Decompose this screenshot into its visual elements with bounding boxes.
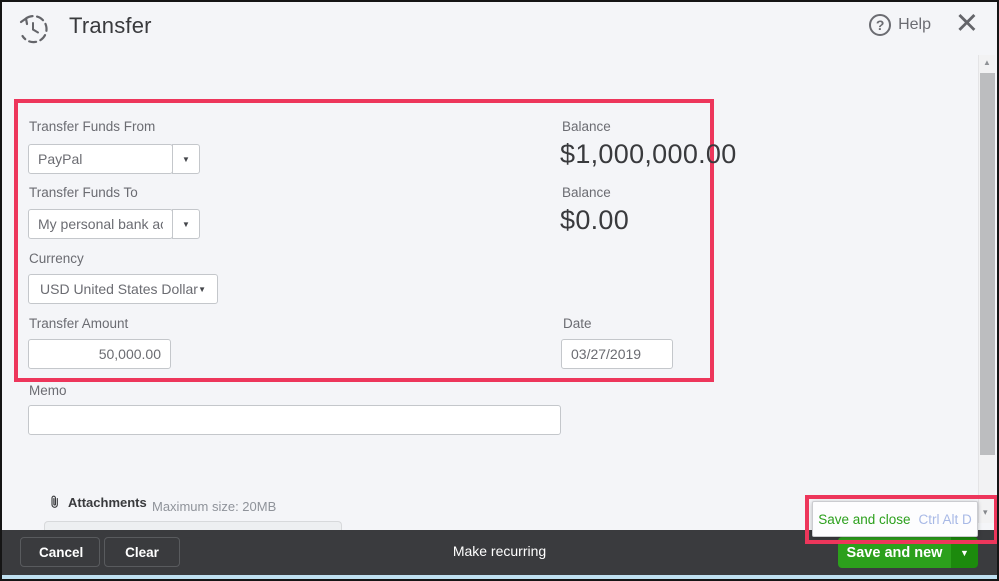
from-balance-amount: $1,000,000.00: [560, 139, 737, 169]
transfer-funds-to-label: Transfer Funds To: [29, 185, 138, 200]
transfer-funds-from-dropdown-button[interactable]: ▼: [172, 144, 200, 174]
transfer-amount-input[interactable]: [28, 339, 171, 369]
transfer-funds-to-dropdown-button[interactable]: ▼: [172, 209, 200, 239]
scrollbar-up-arrow-icon[interactable]: ▲: [983, 58, 991, 67]
make-recurring-button[interactable]: Make recurring: [452, 543, 547, 559]
save-and-new-button[interactable]: Save and new: [838, 537, 951, 568]
currency-label: Currency: [29, 251, 84, 266]
clear-button[interactable]: Clear: [104, 537, 180, 567]
scrollbar-thumb[interactable]: [980, 73, 995, 455]
memo-input[interactable]: [28, 405, 561, 435]
memo-label: Memo: [29, 383, 67, 398]
to-balance-amount: $0.00: [560, 205, 630, 235]
currency-value: USD United States Dollar: [40, 281, 198, 297]
vertical-scrollbar[interactable]: ▲: [978, 55, 995, 523]
transfer-funds-from-label: Transfer Funds From: [29, 119, 156, 134]
to-balance-label: Balance: [562, 185, 611, 200]
help-icon: ?: [869, 14, 892, 36]
attachments-max-size-hint: Maximum size: 20MB: [152, 499, 277, 514]
footer-bar: Cancel Clear Make recurring Save and new…: [2, 530, 997, 575]
help-button[interactable]: ? Help: [869, 14, 931, 36]
transfer-funds-from-input[interactable]: [28, 144, 173, 174]
date-input[interactable]: [561, 339, 673, 369]
from-balance-label: Balance: [562, 119, 611, 134]
save-and-close-menu-item[interactable]: Save and close Ctrl Alt D: [812, 501, 978, 537]
cancel-button[interactable]: Cancel: [20, 537, 100, 567]
window-bottom-edge: [2, 575, 997, 579]
save-and-new-split-button: Save and new ▼: [838, 537, 978, 568]
currency-select[interactable]: USD United States Dollar ▼: [28, 274, 218, 304]
close-icon[interactable]: ✕: [954, 8, 979, 40]
attachments-label: Attachments: [68, 494, 147, 510]
page-title: Transfer: [69, 13, 152, 38]
attachments-button[interactable]: Attachments: [47, 493, 147, 511]
transfer-amount-label: Transfer Amount: [29, 316, 129, 331]
caret-down-icon: ▼: [960, 547, 969, 558]
transaction-history-icon: [16, 12, 50, 46]
save-and-close-shortcut: Ctrl Alt D: [918, 511, 972, 527]
caret-down-icon: ▼: [198, 284, 206, 294]
popup-caret-icon[interactable]: ▾: [983, 507, 988, 517]
save-and-close-label: Save and close: [818, 511, 911, 527]
caret-down-icon: ▼: [182, 219, 190, 229]
date-label: Date: [563, 316, 592, 331]
caret-down-icon: ▼: [182, 154, 190, 164]
save-options-dropdown-button[interactable]: ▼: [951, 537, 978, 568]
help-label: Help: [898, 16, 931, 33]
paperclip-icon: [51, 495, 58, 508]
transfer-funds-to-input[interactable]: [28, 209, 173, 239]
